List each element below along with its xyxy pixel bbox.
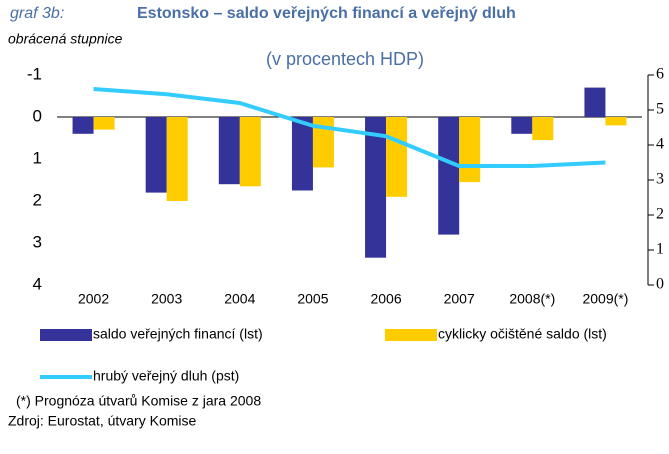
x-tick-label: 2002	[78, 291, 109, 307]
bar	[239, 117, 261, 187]
y2-tick-label: 4	[656, 136, 664, 153]
y2-tick-label: 2	[656, 206, 664, 223]
y-tick-label: 4	[33, 274, 42, 293]
bar	[166, 117, 188, 201]
bar	[459, 117, 481, 183]
bar	[438, 117, 460, 235]
x-tick-label: 2003	[151, 291, 182, 307]
x-tick-label: 2006	[370, 291, 401, 307]
bar	[605, 117, 627, 126]
x-tick-label: 2009(*)	[582, 291, 628, 307]
bar	[145, 117, 167, 193]
x-tick-label: 2008(*)	[509, 291, 555, 307]
bar	[72, 117, 94, 134]
legend-label: hrubý veřejný dluh (pst)	[93, 368, 239, 384]
y2-tick-label: 0	[656, 276, 664, 293]
line	[93, 87, 606, 168]
bar	[365, 117, 387, 258]
bar	[584, 87, 606, 117]
y-axis-label: obrácená stupnice	[8, 31, 123, 47]
y-tick-label: 1	[33, 148, 42, 167]
note: (*) Prognóza útvarů Komise z jara 2008	[16, 393, 261, 409]
x-tick-label: 2007	[444, 291, 475, 307]
y-tick-label: -1	[27, 64, 42, 83]
chart-label: graf 3b:	[10, 5, 64, 22]
y2-tick-label: 1	[656, 241, 664, 258]
bar	[291, 117, 313, 191]
y-tick-label: 2	[33, 190, 42, 209]
y2-tick-label: 6	[656, 66, 664, 83]
legend-swatch	[385, 329, 437, 341]
x-tick-label: 2004	[224, 291, 255, 307]
legend-label: saldo veřejných financí (lst)	[93, 326, 263, 342]
x-tick-label: 2005	[297, 291, 328, 307]
y2-tick-label: 5	[656, 101, 664, 118]
legend-swatch	[40, 329, 92, 341]
legend-label: cyklicky očištěné saldo (lst)	[438, 326, 607, 342]
chart-title: Estonsko – saldo veřejných financí a veř…	[137, 5, 516, 22]
bar	[93, 117, 115, 130]
y2-tick-label: 3	[656, 171, 664, 188]
source: Zdroj: Eurostat, útvary Komise	[8, 413, 197, 429]
bar	[532, 117, 554, 141]
chart-subtitle: (v procentech HDP)	[266, 49, 424, 69]
bar	[511, 117, 533, 134]
y-tick-label: 3	[33, 232, 42, 251]
bar	[386, 117, 408, 197]
y-tick-label: 0	[33, 106, 42, 125]
bar	[218, 117, 240, 185]
